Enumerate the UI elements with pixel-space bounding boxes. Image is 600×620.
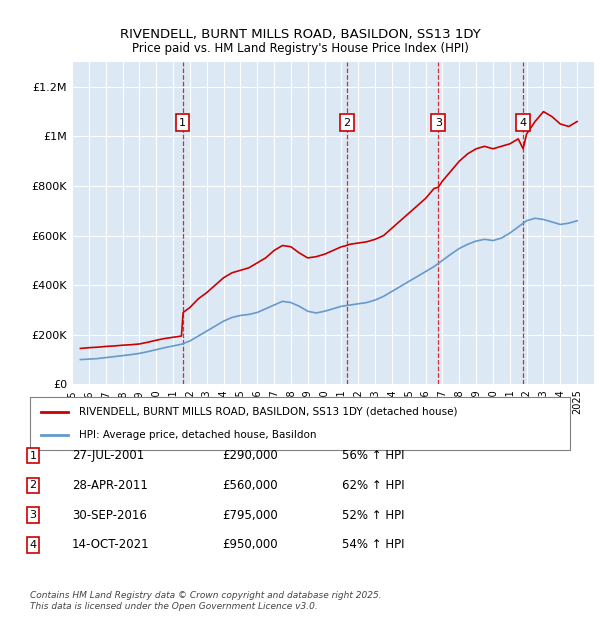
Text: 2: 2 — [343, 118, 350, 128]
Text: 1: 1 — [179, 118, 186, 128]
Text: 4: 4 — [520, 118, 527, 128]
Text: 54% ↑ HPI: 54% ↑ HPI — [342, 539, 404, 551]
Text: 30-SEP-2016: 30-SEP-2016 — [72, 509, 147, 521]
Text: HPI: Average price, detached house, Basildon: HPI: Average price, detached house, Basi… — [79, 430, 316, 440]
Text: RIVENDELL, BURNT MILLS ROAD, BASILDON, SS13 1DY (detached house): RIVENDELL, BURNT MILLS ROAD, BASILDON, S… — [79, 407, 457, 417]
Text: 14-OCT-2021: 14-OCT-2021 — [72, 539, 149, 551]
Text: Contains HM Land Registry data © Crown copyright and database right 2025.
This d: Contains HM Land Registry data © Crown c… — [30, 591, 382, 611]
Text: RIVENDELL, BURNT MILLS ROAD, BASILDON, SS13 1DY: RIVENDELL, BURNT MILLS ROAD, BASILDON, S… — [119, 28, 481, 41]
Text: 27-JUL-2001: 27-JUL-2001 — [72, 450, 144, 462]
Text: £950,000: £950,000 — [222, 539, 278, 551]
Text: 56% ↑ HPI: 56% ↑ HPI — [342, 450, 404, 462]
Text: 3: 3 — [29, 510, 37, 520]
Text: 2: 2 — [29, 480, 37, 490]
Text: £290,000: £290,000 — [222, 450, 278, 462]
Text: 28-APR-2011: 28-APR-2011 — [72, 479, 148, 492]
Text: Price paid vs. HM Land Registry's House Price Index (HPI): Price paid vs. HM Land Registry's House … — [131, 42, 469, 55]
Text: 1: 1 — [29, 451, 37, 461]
Text: 3: 3 — [435, 118, 442, 128]
Text: 52% ↑ HPI: 52% ↑ HPI — [342, 509, 404, 521]
Text: £795,000: £795,000 — [222, 509, 278, 521]
Text: 62% ↑ HPI: 62% ↑ HPI — [342, 479, 404, 492]
Text: £560,000: £560,000 — [222, 479, 278, 492]
Text: 4: 4 — [29, 540, 37, 550]
